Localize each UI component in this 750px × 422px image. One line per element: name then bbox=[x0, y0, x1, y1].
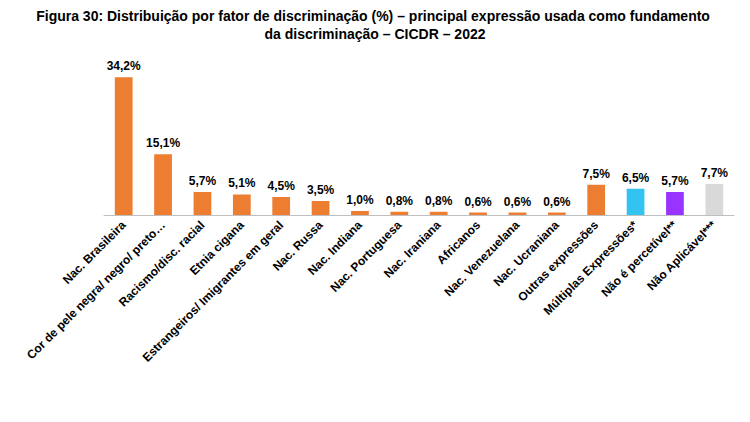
svg-text:7,7%: 7,7% bbox=[701, 166, 729, 180]
svg-text:0,6%: 0,6% bbox=[464, 195, 492, 209]
svg-text:Nac. Iraniana: Nac. Iraniana bbox=[381, 218, 444, 281]
svg-text:3,5%: 3,5% bbox=[307, 183, 335, 197]
svg-text:Etnia cigana: Etnia cigana bbox=[186, 218, 247, 278]
svg-text:Cor de pele negra/ negro/ pret: Cor de pele negra/ negro/ preto… bbox=[24, 218, 168, 362]
svg-text:Não Aplicável***: Não Aplicável*** bbox=[644, 218, 719, 293]
svg-text:5,7%: 5,7% bbox=[189, 174, 217, 188]
svg-text:5,1%: 5,1% bbox=[228, 176, 256, 190]
svg-text:Nac. Venezuelana: Nac. Venezuelana bbox=[441, 218, 523, 300]
svg-text:0,8%: 0,8% bbox=[386, 194, 414, 208]
svg-text:4,5%: 4,5% bbox=[268, 179, 296, 193]
svg-text:Não é percetível**: Não é percetível** bbox=[598, 218, 680, 300]
svg-text:0,8%: 0,8% bbox=[425, 194, 453, 208]
svg-text:0,6%: 0,6% bbox=[543, 195, 571, 209]
svg-text:Nac. Brasileira: Nac. Brasileira bbox=[59, 218, 129, 287]
svg-text:Africanos: Africanos bbox=[434, 218, 483, 267]
svg-text:Outras expressões: Outras expressões bbox=[514, 218, 602, 305]
svg-text:6,5%: 6,5% bbox=[622, 171, 650, 185]
svg-text:Nac. Indiana: Nac. Indiana bbox=[305, 218, 365, 278]
svg-text:7,5%: 7,5% bbox=[583, 167, 611, 181]
svg-text:Múltiplas Expressões*: Múltiplas Expressões* bbox=[540, 218, 641, 318]
svg-text:Estrangeiros/ Imigrantes em ge: Estrangeiros/ Imigrantes em geral bbox=[140, 218, 286, 364]
svg-text:34,2%: 34,2% bbox=[107, 59, 141, 73]
svg-text:Nac. Russa: Nac. Russa bbox=[269, 218, 326, 274]
svg-text:1,0%: 1,0% bbox=[346, 193, 374, 207]
svg-text:Nac. Portuguesa: Nac. Portuguesa bbox=[327, 218, 404, 295]
svg-text:0,6%: 0,6% bbox=[504, 195, 532, 209]
svg-text:Racismo/disc. racial: Racismo/disc. racial bbox=[116, 218, 208, 310]
svg-text:Nac. Ucraniana: Nac. Ucraniana bbox=[491, 218, 562, 289]
svg-text:da discriminação – CICDR – 202: da discriminação – CICDR – 2022 bbox=[265, 26, 486, 42]
svg-text:Figura 30: Distribuição por fa: Figura 30: Distribuição por fator de dis… bbox=[36, 8, 714, 24]
svg-text:15,1%: 15,1% bbox=[146, 136, 180, 150]
svg-text:5,7%: 5,7% bbox=[661, 174, 689, 188]
